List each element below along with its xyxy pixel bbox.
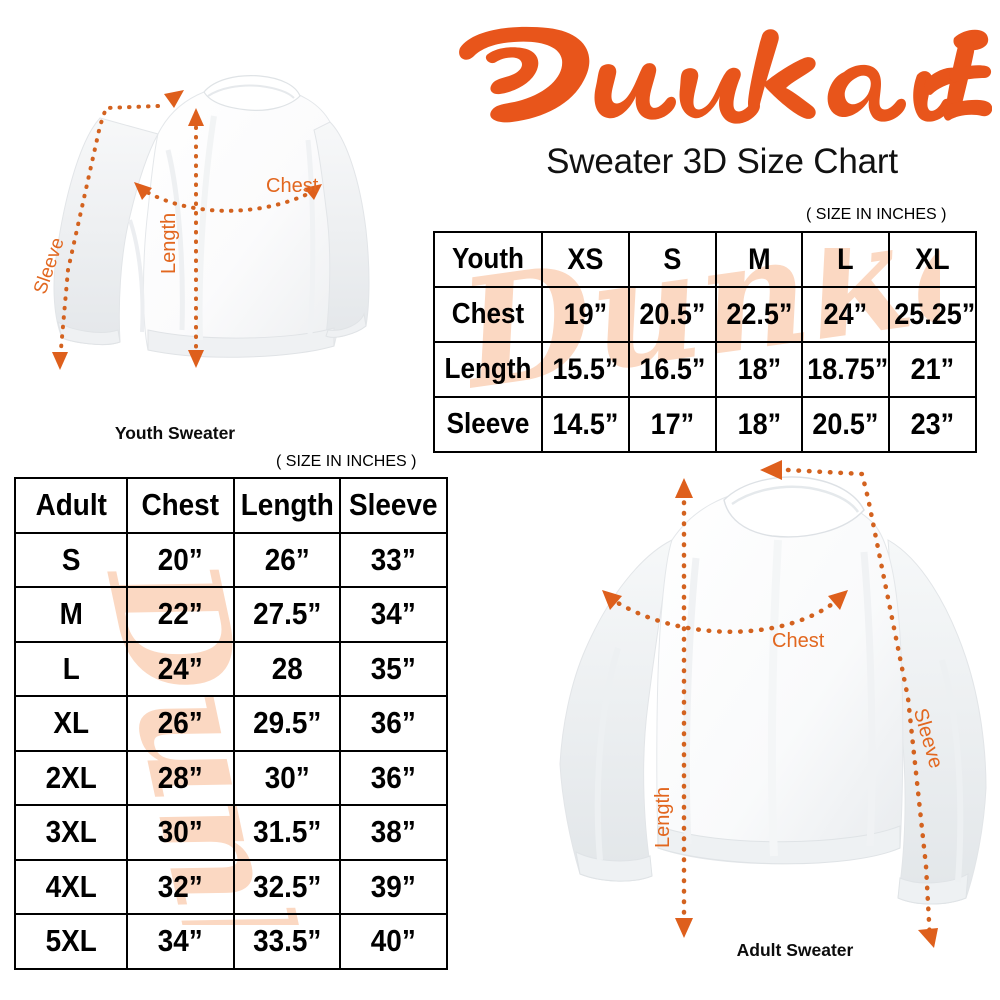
adult-row-header-xl: XL (19, 695, 123, 752)
table-row: Length 15.5” 16.5” 18” 18.75” 21” (434, 341, 976, 398)
adult-size-table: Adult Chest Length Sleeve S 20” 26” 33” M 22” 27.5… (14, 477, 448, 970)
table-row: 4XL 32” 32.5” 39” (15, 858, 447, 915)
adult-cell-s-sleeve: 33” (344, 531, 443, 588)
youth-cell-chest-l: 24” (805, 286, 886, 343)
youth-column-header-l: L (805, 231, 886, 288)
youth-unit-caption: ( SIZE IN INCHES ) (806, 206, 947, 223)
adult-cell-5xl-length: 33.5” (238, 913, 337, 970)
youth-chest-label: Chest (266, 175, 319, 197)
adult-cell-5xl-sleeve: 40” (344, 913, 443, 970)
adult-corner-header: Adult (19, 477, 123, 534)
adult-cell-2xl-sleeve: 36” (344, 749, 443, 806)
page-title: Sweater 3D Size Chart (546, 142, 898, 181)
adult-cell-5xl-chest: 34” (131, 913, 230, 970)
table-row: 5XL 34” 33.5” 40” (15, 913, 447, 970)
youth-cell-length-xs: 15.5” (545, 341, 626, 398)
adult-cell-l-length: 28 (238, 640, 337, 697)
youth-row-header-length: Length (438, 341, 538, 398)
youth-size-table-container: Youth XS S M L XL Chest 19” 20.5” 22.5” 24” 25.25” L… (433, 231, 977, 453)
adult-cell-2xl-chest: 28” (131, 749, 230, 806)
adult-column-header-sleeve: Sleeve (344, 477, 443, 534)
table-row: 3XL 30” 31.5” 38” (15, 804, 447, 861)
adult-unit-caption: ( SIZE IN INCHES ) (276, 453, 417, 470)
adult-cell-4xl-length: 32.5” (238, 858, 337, 915)
youth-column-header-m: M (719, 231, 799, 288)
youth-cell-chest-xs: 19” (545, 286, 626, 343)
adult-row-header-m: M (19, 586, 123, 643)
adult-cell-m-length: 27.5” (238, 586, 337, 643)
adult-row-header-4xl: 4XL (19, 858, 123, 915)
youth-cell-length-m: 18” (719, 341, 799, 398)
youth-cell-sleeve-xl: 23” (892, 396, 973, 453)
table-row: Chest 19” 20.5” 22.5” 24” 25.25” (434, 286, 976, 343)
table-row: 2XL 28” 30” 36” (15, 749, 447, 806)
adult-column-header-chest: Chest (131, 477, 230, 534)
youth-size-table: Youth XS S M L XL Chest 19” 20.5” 22.5” 24” 25.25” L… (433, 231, 977, 453)
adult-cell-l-sleeve: 35” (344, 640, 443, 697)
adult-cell-xl-chest: 26” (131, 695, 230, 752)
youth-sweater-caption: Youth Sweater (114, 423, 236, 443)
adult-cell-xl-length: 29.5” (238, 695, 337, 752)
youth-row-header-chest: Chest (438, 286, 538, 343)
adult-cell-3xl-sleeve: 38” (344, 804, 443, 861)
adult-cell-l-chest: 24” (131, 640, 230, 697)
youth-cell-length-xl: 21” (892, 341, 973, 398)
brand-logo (452, 18, 992, 136)
adult-row-header-l: L (19, 640, 123, 697)
adult-cell-3xl-chest: 30” (131, 804, 230, 861)
youth-cell-sleeve-xs: 14.5” (545, 396, 626, 453)
adult-length-label: Length (652, 786, 674, 848)
adult-sweater-illustration: Chest Length Sleeve (556, 448, 1000, 948)
youth-cell-chest-s: 20.5” (632, 286, 713, 343)
adult-row-header-2xl: 2XL (19, 749, 123, 806)
youth-cell-chest-m: 22.5” (719, 286, 799, 343)
adult-cell-xl-sleeve: 36” (344, 695, 443, 752)
table-row: L 24” 28 35” (15, 640, 447, 697)
youth-column-header-xs: XS (545, 231, 626, 288)
table-header-row: Youth XS S M L XL (434, 231, 976, 288)
adult-cell-2xl-length: 30” (238, 749, 337, 806)
youth-length-label: Length (158, 212, 180, 274)
youth-sweater-illustration: Chest Length Sleeve (8, 30, 408, 410)
youth-cell-sleeve-l: 20.5” (805, 396, 886, 453)
adult-cell-s-length: 26” (238, 531, 337, 588)
table-row: M 22” 27.5” 34” (15, 586, 447, 643)
adult-row-header-s: S (19, 531, 123, 588)
adult-cell-s-chest: 20” (131, 531, 230, 588)
adult-cell-m-sleeve: 34” (344, 586, 443, 643)
youth-row-header-sleeve: Sleeve (438, 396, 538, 453)
adult-row-header-3xl: 3XL (19, 804, 123, 861)
adult-cell-4xl-chest: 32” (131, 858, 230, 915)
youth-corner-header: Youth (438, 231, 538, 288)
table-row: Sleeve 14.5” 17” 18” 20.5” 23” (434, 396, 976, 453)
adult-size-table-container: Adult Chest Length Sleeve S 20” 26” 33” M 22” 27.5… (14, 477, 448, 970)
adult-cell-m-chest: 22” (131, 586, 230, 643)
youth-cell-length-l: 18.75” (805, 341, 889, 398)
adult-sweater-caption: Adult Sweater (736, 940, 854, 960)
table-header-row: Adult Chest Length Sleeve (15, 477, 447, 534)
adult-cell-4xl-sleeve: 39” (344, 858, 443, 915)
adult-chest-label: Chest (772, 630, 825, 652)
table-row: XL 26” 29.5” 36” (15, 695, 447, 752)
youth-column-header-s: S (632, 231, 713, 288)
youth-cell-length-s: 16.5” (632, 341, 713, 398)
youth-cell-sleeve-m: 18” (719, 396, 799, 453)
youth-cell-sleeve-s: 17” (632, 396, 713, 453)
adult-cell-3xl-length: 31.5” (238, 804, 337, 861)
adult-column-header-length: Length (238, 477, 337, 534)
table-row: S 20” 26” 33” (15, 531, 447, 588)
youth-column-header-xl: XL (892, 231, 973, 288)
adult-row-header-5xl: 5XL (19, 913, 123, 970)
youth-cell-chest-xl: 25.25” (892, 286, 975, 343)
